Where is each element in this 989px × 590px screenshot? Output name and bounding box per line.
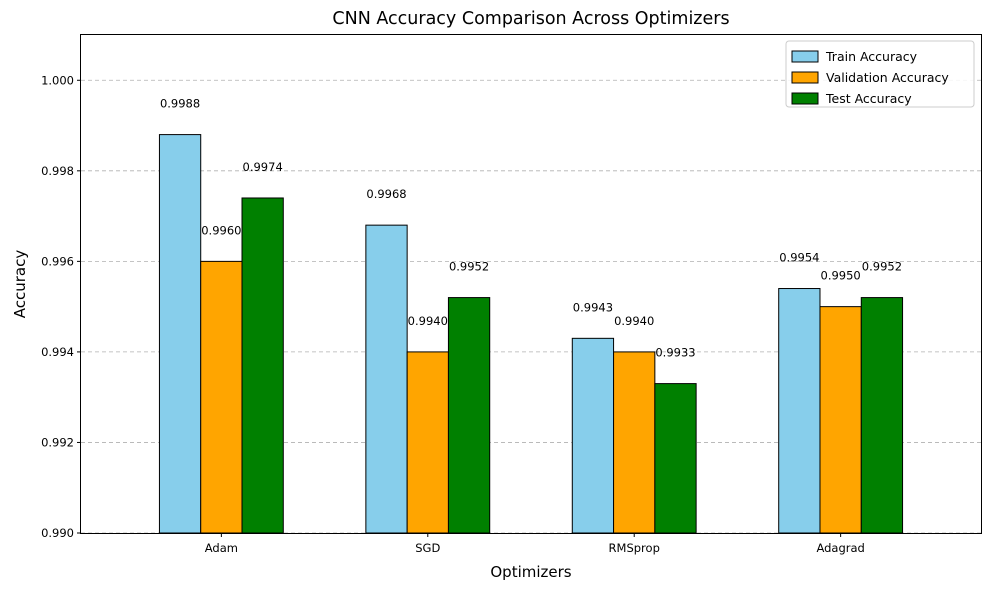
data-label: 0.9974 <box>243 160 283 174</box>
y-tick-label: 0.994 <box>41 345 74 359</box>
data-label: 0.9968 <box>366 187 406 201</box>
data-label: 0.9988 <box>160 97 200 111</box>
y-tick-label: 0.992 <box>41 435 74 449</box>
data-label: 0.9950 <box>821 269 861 283</box>
legend-frame <box>785 40 975 108</box>
data-label: 0.9933 <box>655 346 695 360</box>
data-label: 0.9952 <box>862 260 902 274</box>
bar <box>447 297 491 534</box>
y-axis: 0.990 0.992 0.994 0.996 0.998 1.000 <box>41 73 81 540</box>
bar <box>819 306 862 534</box>
legend-swatch <box>791 92 819 105</box>
data-label: 0.9960 <box>201 223 241 237</box>
x-tick-label: SGD <box>415 541 440 555</box>
legend: Train Accuracy Validation Accuracy Test Ac… <box>785 40 975 108</box>
y-tick-label: 0.990 <box>41 526 74 540</box>
legend-label: Test Accuracy <box>825 91 912 106</box>
bar <box>406 351 449 534</box>
bar <box>365 224 408 534</box>
data-label: 0.9952 <box>449 260 489 274</box>
data-label: 0.9940 <box>614 314 654 328</box>
legend-label: Validation Accuracy <box>826 70 949 85</box>
y-tick-label: 0.996 <box>41 254 74 268</box>
legend-swatch <box>791 50 819 63</box>
bar <box>654 383 697 534</box>
x-axis: Adam SGD RMSprop Adagrad <box>205 533 865 555</box>
data-label: 0.9940 <box>408 314 448 328</box>
data-label: 0.9954 <box>779 251 819 265</box>
chart-title: CNN Accuracy Comparison Across Optimizer… <box>332 9 729 29</box>
bar <box>158 134 202 534</box>
data-label: 0.9943 <box>573 300 613 314</box>
bar <box>860 297 904 534</box>
bar <box>571 337 615 534</box>
legend-label: Train Accuracy <box>825 49 918 64</box>
x-tick-label: Adagrad <box>816 541 864 555</box>
bar <box>778 288 821 534</box>
bar <box>200 260 243 534</box>
legend-swatch <box>791 71 819 84</box>
y-axis-title: Accuracy <box>11 250 29 319</box>
plot-frame <box>80 34 982 534</box>
y-tick-label: 1.000 <box>41 73 74 87</box>
bar <box>241 197 284 534</box>
bars <box>158 134 904 534</box>
data-labels: 0.99880.99600.99740.99680.99400.99520.99… <box>160 97 902 360</box>
bar <box>613 351 656 534</box>
y-tick-label: 0.998 <box>41 164 74 178</box>
x-tick-label: RMSprop <box>609 541 660 555</box>
x-tick-label: Adam <box>205 541 238 555</box>
x-axis-title: Optimizers <box>490 563 571 581</box>
